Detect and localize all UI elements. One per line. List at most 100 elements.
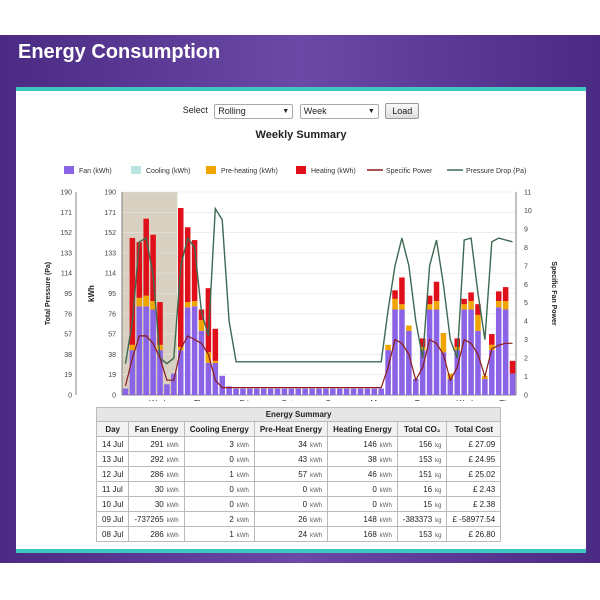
pressure-tick-label: 57 <box>64 332 72 339</box>
preheating-bar <box>136 297 143 307</box>
total-co2-cell: 153 kg <box>396 451 448 467</box>
energy-chart: Fan (kWh) Cooling (kWh) Pre-heating (kWh) H… <box>45 166 557 401</box>
preheating-bar <box>447 373 454 379</box>
day-cell: 08 Jul <box>95 526 130 542</box>
fan-bar <box>371 388 378 395</box>
fan-bar <box>509 373 516 395</box>
pressure-tick-label: 114 <box>61 271 72 278</box>
fan-bar <box>240 388 246 395</box>
x-tick-label: Tue <box>415 399 429 401</box>
kwh-tick-label: 57 <box>108 332 116 339</box>
total-co2-cell: 156 kg <box>396 436 448 452</box>
pressure-tick-label: 133 <box>60 250 72 257</box>
fan-bar <box>129 350 136 395</box>
fan-bar <box>274 388 281 395</box>
fan-bar <box>433 309 440 395</box>
column-header: Pre-Heat Energy <box>253 421 329 437</box>
preheating-bar <box>157 344 163 351</box>
sfp-tick-label: 11 <box>524 190 531 197</box>
fan-bar <box>233 388 239 395</box>
preheating-bar <box>198 320 205 331</box>
fan-bar <box>157 350 163 395</box>
day-cell: 09 Jul <box>95 511 130 527</box>
fan-bar <box>136 306 143 395</box>
fan-bar <box>447 378 454 395</box>
column-header: Day <box>95 421 130 437</box>
sfp-tick-label: 8 <box>524 245 528 252</box>
fan-bar <box>502 309 509 395</box>
kwh-axis-title: kWh <box>87 285 96 302</box>
fan-energy-cell: 292 kWh <box>128 451 185 467</box>
table-row: 11 Jul 30 kWh 0 kWh 0 kWh 0 kWh 16 kg £ 2.43 <box>95 481 502 497</box>
fan-bar <box>226 386 232 395</box>
fan-bar <box>336 388 343 395</box>
preheating-bar <box>461 304 467 310</box>
period-select[interactable]: Week ▼ <box>299 103 379 119</box>
heating-bar <box>489 334 495 345</box>
table-row: 12 Jul 286 kWh 1 kWh 57 kWh 46 kWh 151 kg £ 25.02 <box>95 466 502 482</box>
pressure-tick-label: 76 <box>64 311 72 318</box>
report-panel: Select Rolling ▼ Week ▼ Load Weekly Summar… <box>16 87 586 553</box>
sfp-tick-label: 4 <box>524 319 528 326</box>
fan-energy-cell: 30 kWh <box>128 496 185 512</box>
mode-select[interactable]: Rolling ▼ <box>214 103 294 119</box>
heating-bar <box>419 338 426 347</box>
heating-bar <box>426 295 433 305</box>
sfp-tick-label: 10 <box>524 208 532 215</box>
fan-bar <box>260 388 267 395</box>
sfp-tick-label: 1 <box>524 374 528 381</box>
x-tick-label: Wed <box>149 399 165 401</box>
fan-energy-cell: 286 kWh <box>128 466 185 482</box>
pressure-tick-label: 19 <box>64 372 72 379</box>
heating-energy-cell: 46 kWh <box>327 466 398 482</box>
fan-bar <box>122 388 129 395</box>
total-co2-cell: 16 kg <box>396 481 448 497</box>
sfp-axis-title: Specific Fan Power <box>550 261 557 325</box>
total-co2-cell: 15 kg <box>396 496 448 512</box>
x-tick-label: Fri <box>239 399 249 401</box>
table-row: 09 Jul -737265 kWh 2 kWh 26 kWh 148 kWh -383373 kg… <box>95 511 502 527</box>
fan-bar <box>295 388 302 395</box>
total-cost-cell: £ 26.80 <box>446 526 502 542</box>
fan-energy-cell: 30 kWh <box>128 481 185 497</box>
cooling-energy-cell: 0 kWh <box>183 496 255 512</box>
pressure-tick-label: 95 <box>64 291 72 298</box>
preheating-bar <box>143 295 149 307</box>
preheating-bar <box>426 304 433 310</box>
preheat-energy-cell: 43 kWh <box>253 451 329 467</box>
heating-bar <box>433 281 440 301</box>
column-header: Cooling Energy <box>183 421 255 437</box>
table-row: 13 Jul 292 kWh 0 kWh 43 kWh 38 kWh 153 kg £ 24.95 <box>95 451 502 467</box>
day-cell: 13 Jul <box>95 451 130 467</box>
column-header: Fan Energy <box>128 421 185 437</box>
heating-bar <box>129 237 136 345</box>
day-cell: 11 Jul <box>95 481 130 497</box>
fan-bar <box>392 309 398 395</box>
kwh-tick-label: 133 <box>104 250 116 257</box>
x-tick-label: Thu <box>499 399 513 401</box>
cooling-energy-cell: 3 kWh <box>183 436 255 452</box>
heating-bar <box>198 309 205 321</box>
heating-bar <box>461 298 467 305</box>
table-row: 10 Jul 30 kWh 0 kWh 0 kWh 0 kWh 15 kg £ 2.38 <box>95 496 502 512</box>
legend-swatch <box>131 166 141 174</box>
preheat-energy-cell: 34 kWh <box>253 436 329 452</box>
fan-bar <box>184 307 191 395</box>
table-row: 14 Jul 291 kWh 3 kWh 34 kWh 146 kWh 156 kg £ 27.09 <box>95 436 502 452</box>
kwh-tick-label: 38 <box>108 352 116 359</box>
column-header: Total Cost <box>446 421 502 437</box>
pressure-drop-line <box>124 206 513 365</box>
legend-label: Heating (kWh) <box>311 168 356 175</box>
specific-power-line <box>124 335 513 389</box>
preheating-bar <box>489 344 495 351</box>
load-button[interactable]: Load <box>385 103 420 119</box>
fan-bar <box>323 388 329 395</box>
preheating-bar <box>399 304 405 310</box>
total-co2-cell: 151 kg <box>396 466 448 482</box>
preheating-bar <box>184 302 191 308</box>
heating-bar <box>184 227 191 303</box>
total-co2-cell: -383373 kg <box>396 511 448 527</box>
fan-bar <box>399 309 405 395</box>
fan-bar <box>309 388 315 395</box>
legend-swatch <box>64 166 74 174</box>
